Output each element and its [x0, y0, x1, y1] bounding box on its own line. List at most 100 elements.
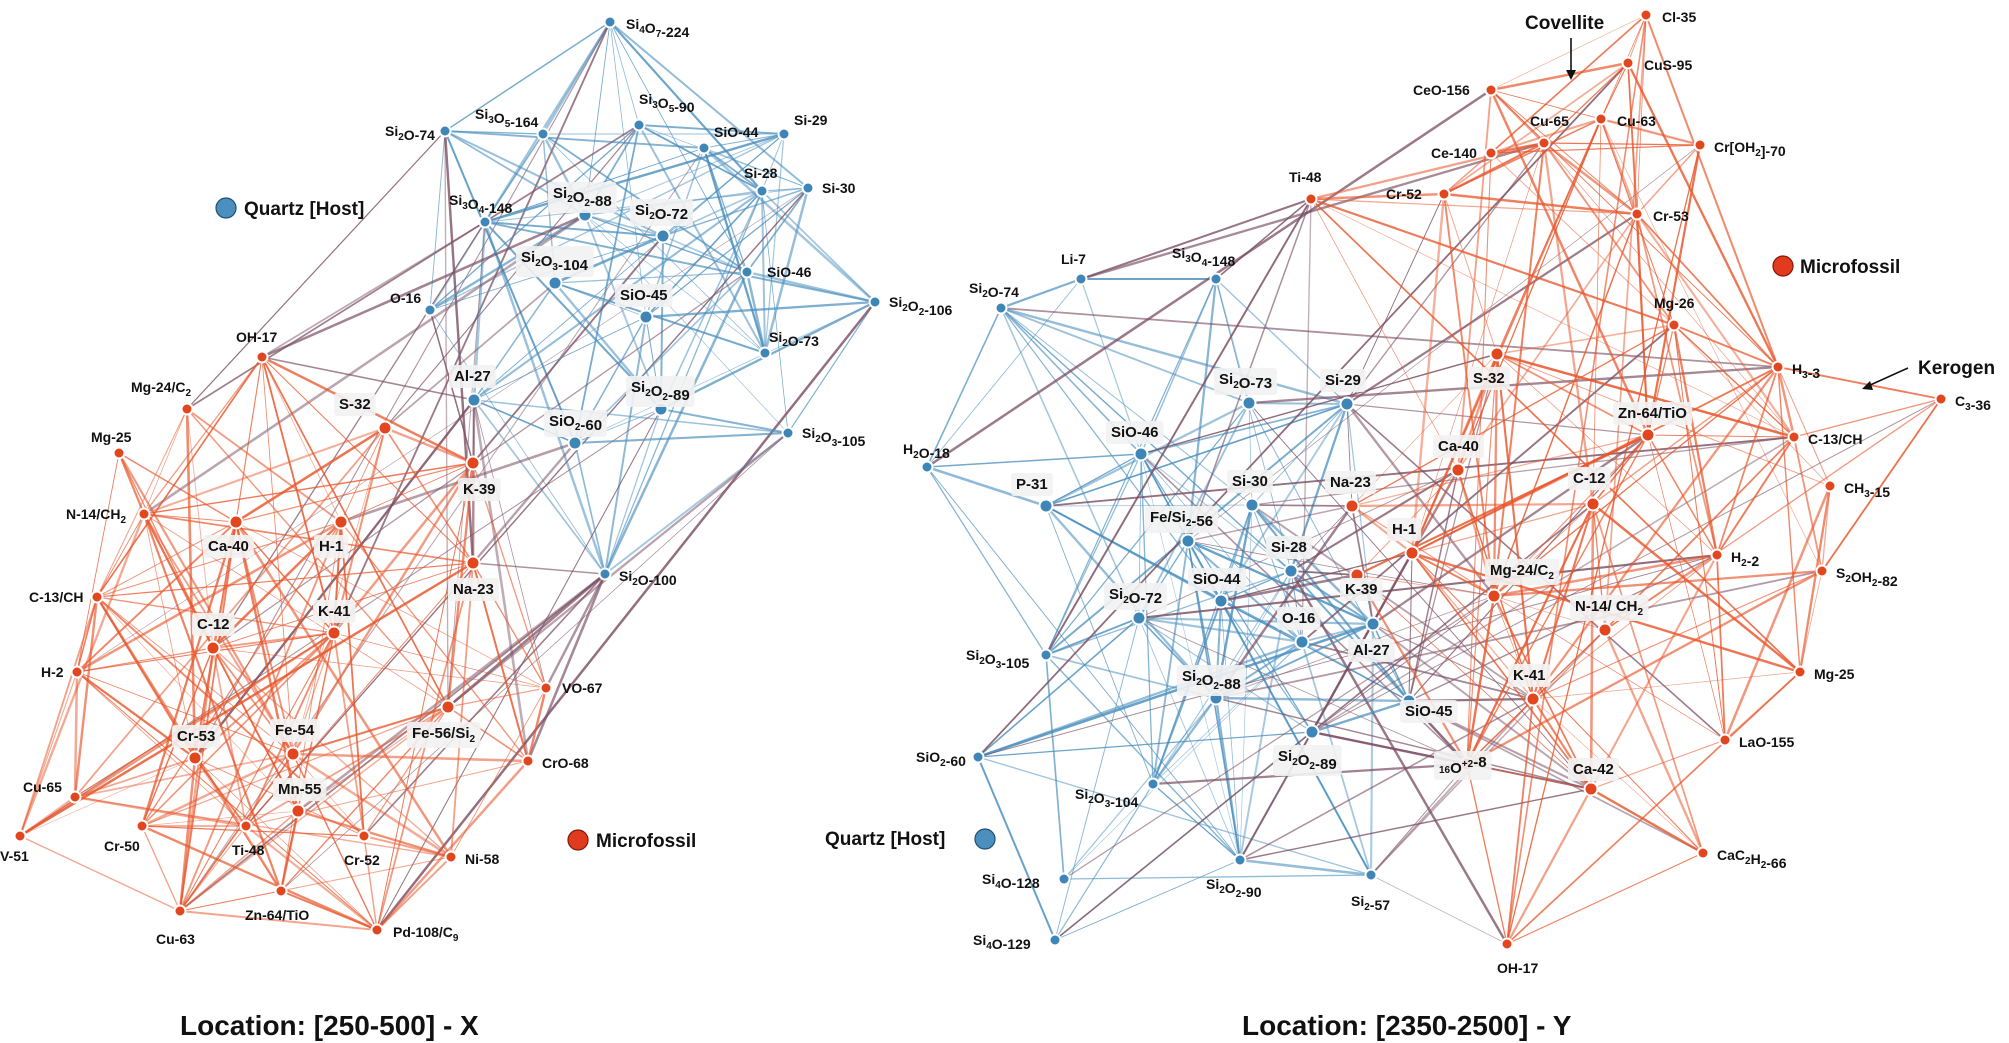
node-label-box	[548, 182, 617, 213]
microfossil-node	[1437, 187, 1451, 201]
network-edge	[363, 835, 378, 931]
node-label: Si4O7-224	[626, 16, 689, 40]
network-edge	[977, 756, 1372, 876]
node-label-box	[1320, 369, 1366, 392]
quartz-node	[801, 181, 815, 195]
network-edge	[179, 147, 705, 912]
node-label: Si3O4-148	[1172, 245, 1235, 269]
network-edge	[1045, 453, 1142, 507]
node-label: C-13/CH	[1808, 431, 1862, 447]
node-label: Si2O-74	[385, 123, 435, 143]
legend-quartz-left: Quartz [Host]	[215, 197, 364, 220]
quartz-node	[1213, 593, 1229, 609]
node-label-box	[1145, 506, 1219, 533]
network-edge	[447, 432, 789, 708]
microfossil-node	[1525, 691, 1541, 707]
network-edge	[1063, 697, 1217, 880]
node-label: Al-27	[1353, 642, 1390, 659]
node-label: K-39	[1345, 581, 1378, 598]
node-label: Ni-58	[465, 851, 499, 867]
legend-microfossil-right: Microfossil	[1772, 255, 1900, 278]
node-layer	[13, 8, 1948, 951]
microfossil-node	[1489, 346, 1505, 362]
network-edge	[584, 214, 748, 273]
node-label: Mg-26	[1654, 295, 1695, 311]
network-edge	[76, 671, 294, 755]
kerogen-label: Kerogen	[1918, 358, 1995, 379]
quartz-node	[1131, 610, 1147, 626]
node-label: Si2-57	[1351, 893, 1390, 913]
network-edge	[472, 562, 606, 575]
node-label: CeO-156	[1413, 82, 1470, 98]
network-edge	[376, 856, 452, 931]
network-edge	[1000, 307, 1250, 404]
network-edge	[76, 671, 247, 827]
node-label-box	[1340, 578, 1383, 601]
network-edge	[977, 62, 1629, 758]
node-label: Mg-25	[91, 429, 132, 445]
network-edge	[1493, 595, 1726, 741]
node-label: Mn-55	[278, 781, 321, 798]
legend-quartz-label: Quartz [Host]	[825, 829, 945, 850]
network-edge	[660, 407, 789, 435]
network-edge	[761, 190, 876, 303]
network-edge	[179, 810, 299, 912]
network-edge	[141, 752, 294, 828]
node-label: Si2O2-88	[553, 185, 612, 210]
network-edge	[261, 356, 474, 564]
microfossil-node	[112, 446, 126, 460]
network-edge	[1372, 623, 1410, 702]
quartz-node	[697, 141, 711, 155]
network-edge	[96, 596, 299, 812]
network-edge	[1408, 552, 1413, 702]
legend-microfossil-left: Microfossil	[567, 829, 696, 852]
node-label-box	[172, 725, 221, 748]
network-edge	[645, 300, 876, 319]
node-label-box	[270, 719, 320, 742]
network-edge	[977, 617, 1140, 758]
node-label: Si2O-73	[769, 329, 819, 349]
network-edge	[584, 214, 789, 434]
quartz-node	[438, 124, 452, 138]
network-edge	[1239, 698, 1534, 861]
network-edge	[96, 596, 294, 755]
node-label-box	[314, 535, 349, 558]
microfossil-node	[1693, 138, 1707, 152]
node-label: LaO-155	[1739, 734, 1794, 750]
node-label-box	[1387, 518, 1422, 541]
network-edge	[96, 521, 342, 598]
network-edge	[1138, 617, 1468, 765]
network-edge	[444, 21, 611, 132]
network-edge	[1063, 874, 1372, 880]
quartz-node	[1039, 648, 1053, 662]
network-edge	[261, 356, 449, 708]
microfossil-node	[173, 904, 187, 918]
microfossil-node	[1815, 564, 1829, 578]
network-edge	[1543, 142, 1701, 146]
microfossil-node	[1597, 622, 1613, 638]
network-edge	[235, 462, 474, 523]
node-label: Si4O-128	[982, 871, 1040, 891]
node-label: SiO-44	[1193, 571, 1241, 588]
node-label: K-41	[318, 603, 351, 620]
network-edge	[261, 356, 335, 634]
quartz-node	[567, 435, 583, 451]
node-label: Cu-65	[1530, 113, 1569, 129]
node-label: SiO-45	[620, 287, 668, 304]
network-edge	[74, 427, 386, 798]
node-label-box	[1177, 665, 1246, 696]
network-edge	[1351, 505, 1413, 554]
quartz-node	[632, 118, 646, 132]
network-edge	[1251, 504, 1353, 507]
network-edge	[1000, 307, 1140, 619]
node-label: Cr-50	[104, 838, 140, 854]
microfossil-node	[1404, 545, 1420, 561]
node-label: Al-27	[454, 368, 491, 385]
microfossil-node	[1823, 479, 1837, 493]
network-edge	[447, 573, 606, 708]
node-label: Cr-53	[1653, 208, 1689, 224]
network-edge	[1635, 213, 1650, 436]
network-edge	[235, 356, 263, 523]
network-edge	[1220, 600, 1313, 733]
network-edge	[1443, 118, 1602, 195]
